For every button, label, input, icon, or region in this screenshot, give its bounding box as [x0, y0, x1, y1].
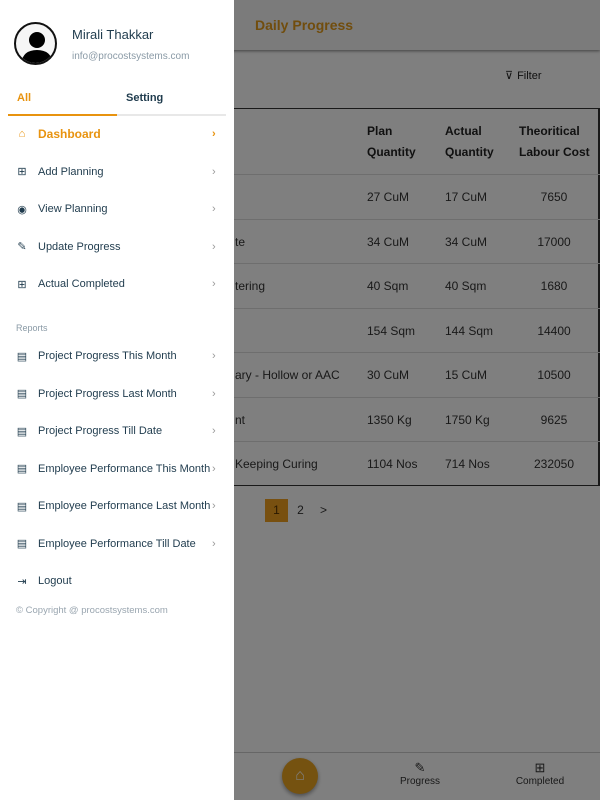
- reports-heading: Reports: [16, 323, 48, 333]
- tab-all[interactable]: All: [17, 92, 32, 104]
- drawer-item-add-planning[interactable]: ⊞ Add Planning ›: [17, 165, 216, 179]
- drawer-item-actual-completed[interactable]: ⊞ Actual Completed ›: [17, 278, 216, 291]
- file-icon: ▤: [16, 350, 28, 363]
- navigation-drawer: Mirali Thakkar info@procostsystems.com A…: [0, 0, 234, 800]
- home-icon: ⌂: [18, 128, 26, 140]
- drawer-item-update-progress[interactable]: ✎ Update Progress ›: [17, 240, 216, 254]
- chevron-right-icon: ›: [212, 425, 216, 437]
- file-icon: ▤: [16, 500, 28, 513]
- tab-bar: [8, 114, 226, 116]
- chevron-right-icon: ›: [212, 350, 216, 362]
- avatar: [14, 22, 57, 65]
- logout-icon: ⇥: [17, 575, 27, 588]
- chevron-right-icon: ›: [212, 203, 216, 215]
- chevron-right-icon: ›: [212, 165, 216, 178]
- file-icon: ▤: [16, 388, 28, 400]
- drawer-item-employee-performance-till-date[interactable]: ▤ Employee Performance Till Date ›: [16, 537, 216, 551]
- tab-setting[interactable]: Setting: [126, 92, 164, 104]
- drawer-item-project-progress-till-date[interactable]: ▤ Project Progress Till Date ›: [16, 425, 216, 438]
- drawer-item-employee-performance-this-month[interactable]: ▤ Employee Performance This Month ›: [16, 462, 216, 476]
- chevron-right-icon: ›: [212, 500, 216, 512]
- drawer-item-project-progress-this-month[interactable]: ▤ Project Progress This Month ›: [16, 350, 216, 363]
- file-icon: ▤: [16, 538, 28, 550]
- user-name: Mirali Thakkar: [72, 27, 154, 42]
- file-icon: ▤: [16, 425, 28, 438]
- chevron-right-icon: ›: [212, 240, 216, 253]
- drawer-item-project-progress-last-month[interactable]: ▤ Project Progress Last Month ›: [16, 387, 216, 401]
- chevron-right-icon: ›: [212, 387, 216, 400]
- drawer-item-view-planning[interactable]: ◉ View Planning ›: [17, 203, 216, 216]
- drawer-item-dashboard[interactable]: ⌂ Dashboard ›: [0, 119, 234, 149]
- logout-item[interactable]: ⇥ Logout: [17, 575, 72, 588]
- chevron-right-icon: ›: [212, 128, 216, 140]
- file-icon: ▤: [16, 463, 28, 475]
- user-email: info@procostsystems.com: [72, 51, 190, 62]
- chevron-right-icon: ›: [212, 278, 216, 290]
- eye-icon: ◉: [17, 203, 27, 216]
- tab-indicator: [8, 114, 117, 116]
- chevron-right-icon: ›: [212, 537, 216, 550]
- drawer-item-employee-performance-last-month[interactable]: ▤ Employee Performance Last Month ›: [16, 500, 216, 513]
- edit-icon: ✎: [17, 241, 27, 253]
- chevron-right-icon: ›: [212, 462, 216, 475]
- plus-square-icon: ⊞: [17, 166, 27, 178]
- copyright: © Copyright @ procostsystems.com: [16, 605, 168, 616]
- plus-square-icon: ⊞: [17, 278, 27, 291]
